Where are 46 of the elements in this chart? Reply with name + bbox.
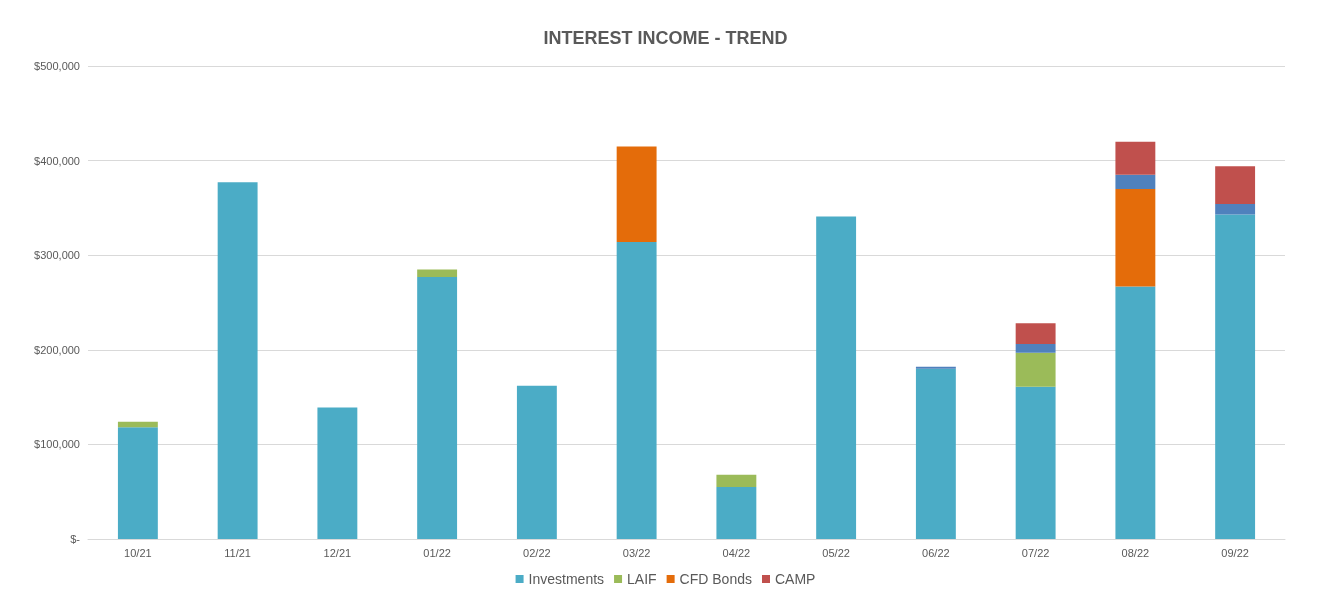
bar (1215, 166, 1256, 205)
legend-label: CAMP (774, 571, 816, 587)
bar (1015, 323, 1056, 345)
y-tick-label: $- (70, 533, 81, 545)
x-tick-label: 01/22 (423, 546, 451, 559)
bar (1015, 386, 1056, 539)
x-tick-label: 08/22 (1121, 546, 1150, 559)
bar (616, 241, 657, 539)
bar (317, 407, 358, 539)
bar (1015, 344, 1056, 353)
x-tick-label: 11/21 (224, 546, 251, 559)
bar (417, 276, 458, 539)
x-tick-label: 12/21 (323, 546, 352, 559)
x-tick-label: 09/22 (1221, 546, 1249, 559)
bar (417, 269, 458, 277)
bar (716, 486, 757, 539)
bar (816, 216, 857, 539)
x-tick-label: 07/22 (1021, 546, 1050, 559)
bar (1115, 286, 1156, 539)
bar (1115, 188, 1156, 287)
x-tick-label: 02/22 (523, 546, 551, 559)
bar (1215, 214, 1256, 539)
x-tick-label: 10/21 (124, 546, 152, 559)
y-tick-label: $300,000 (34, 249, 80, 262)
bar (217, 182, 258, 539)
bar (716, 474, 757, 487)
bar (616, 146, 657, 242)
y-tick-label: $100,000 (34, 438, 80, 451)
bar (915, 368, 956, 539)
bar (1115, 141, 1156, 175)
x-tick-label: 05/22 (822, 546, 850, 559)
x-tick-label: 04/22 (722, 546, 751, 559)
bar (1115, 174, 1156, 189)
bar (117, 427, 158, 539)
y-tick-label: $200,000 (34, 343, 80, 356)
y-tick-label: $400,000 (34, 154, 80, 167)
x-tick-label: 06/22 (922, 546, 950, 559)
bar (1215, 204, 1256, 215)
bar (1015, 352, 1056, 387)
y-tick-label: $500,000 (34, 60, 80, 72)
bar (516, 385, 557, 539)
legend-label: CFD Bonds (679, 571, 752, 587)
x-tick-label: 03/22 (622, 546, 651, 559)
legend-label: LAIF (627, 571, 657, 587)
chart-title: INTEREST INCOME - TREND (543, 28, 788, 48)
legend-label: Investments (528, 571, 605, 587)
